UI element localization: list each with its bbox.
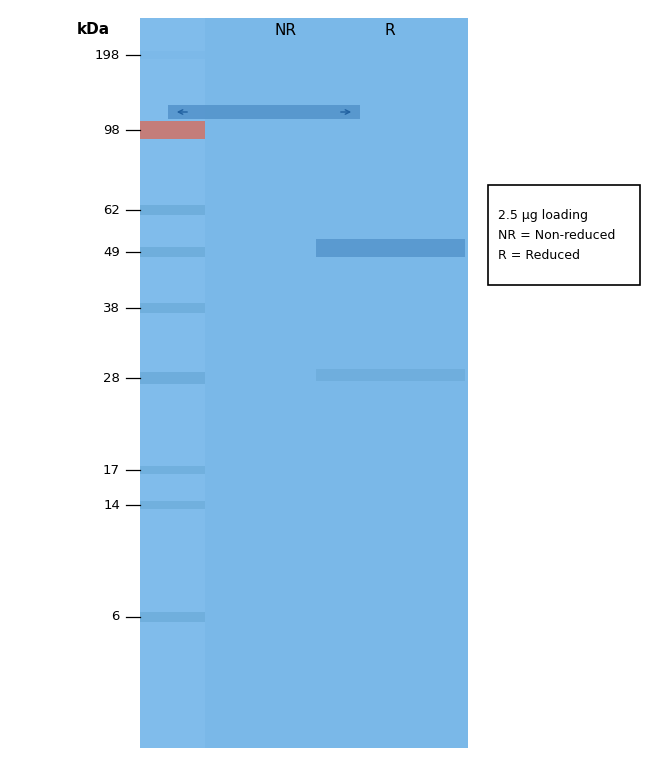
Bar — [140, 247, 205, 257]
Bar — [140, 18, 205, 748]
Text: 62: 62 — [103, 203, 120, 216]
Text: 14: 14 — [103, 499, 120, 512]
Text: 98: 98 — [103, 123, 120, 136]
Text: NR: NR — [274, 22, 296, 37]
Bar — [168, 105, 360, 119]
Text: 38: 38 — [103, 301, 120, 314]
Text: R: R — [385, 22, 395, 37]
Bar — [140, 51, 205, 59]
Bar — [140, 303, 205, 313]
Bar — [140, 18, 468, 748]
Text: kDa: kDa — [77, 22, 110, 37]
Text: 49: 49 — [103, 246, 120, 259]
Bar — [140, 121, 205, 139]
Bar — [140, 205, 205, 215]
Bar — [140, 466, 205, 474]
Text: 2.5 μg loading
NR = Non-reduced
R = Reduced: 2.5 μg loading NR = Non-reduced R = Redu… — [498, 209, 616, 262]
Bar — [140, 612, 205, 622]
Bar — [316, 369, 465, 381]
Bar — [316, 239, 465, 257]
Bar — [140, 501, 205, 509]
Bar — [488, 185, 640, 285]
Text: 28: 28 — [103, 372, 120, 385]
Text: 6: 6 — [112, 610, 120, 623]
Bar — [140, 372, 205, 384]
Text: 198: 198 — [95, 48, 120, 61]
Text: 17: 17 — [103, 464, 120, 477]
